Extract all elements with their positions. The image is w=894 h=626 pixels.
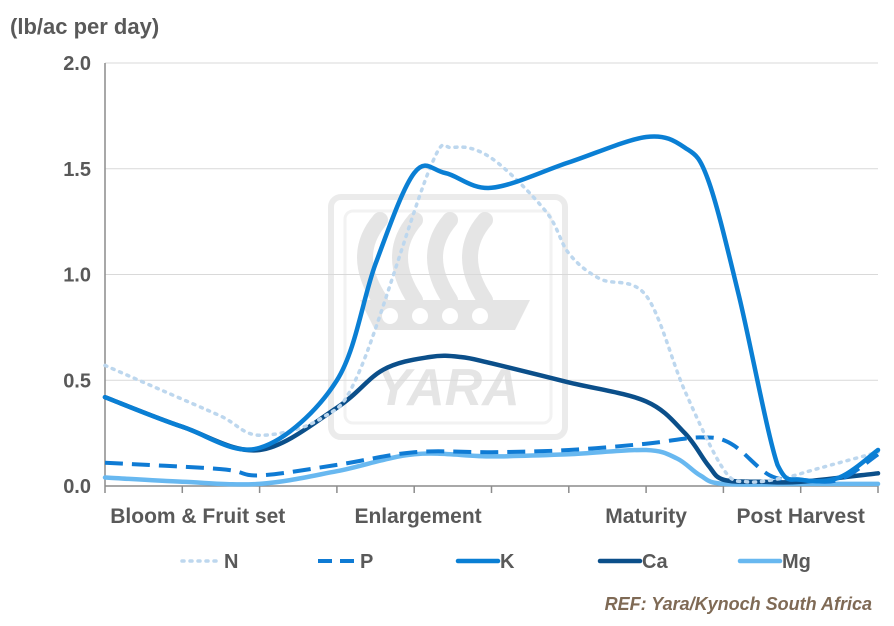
y-tick-label: 0.5 <box>63 370 91 392</box>
series-line-k <box>102 134 881 484</box>
legend-label-k: K <box>500 551 515 573</box>
x-phase-label: Enlargement <box>354 505 481 528</box>
legend: N P K Ca Mg <box>180 551 811 573</box>
y-tick-label: 1.0 <box>63 265 91 287</box>
legend-label-n: N <box>224 551 238 573</box>
series-line-n <box>103 143 880 484</box>
yara-watermark: YARA <box>328 194 568 440</box>
y-axis-label: (lb/ac per day) <box>10 14 160 39</box>
series-line-mg <box>102 447 881 487</box>
y-ticks: 0.0 0.5 1.0 1.5 2.0 <box>63 53 91 498</box>
x-phase-label: Post Harvest <box>737 505 865 528</box>
y-tick-label: 2.0 <box>63 53 91 75</box>
x-phase-label: Bloom & Fruit set <box>110 505 285 528</box>
grid <box>105 62 878 381</box>
x-phase-label: Maturity <box>605 505 687 528</box>
y-tick-label: 1.5 <box>63 159 91 181</box>
series-lines <box>102 134 881 487</box>
y-tick-label: 0.0 <box>63 476 91 498</box>
reference-note: REF: Yara/Kynoch South Africa <box>604 594 872 614</box>
axes <box>104 63 879 493</box>
watermark-text: YARA <box>376 359 519 417</box>
legend-label-ca: Ca <box>642 551 668 573</box>
legend-label-mg: Mg <box>782 551 811 573</box>
legend-label-p: P <box>360 551 373 573</box>
x-phase-labels: Bloom & Fruit set Enlargement Maturity Post… <box>110 505 865 528</box>
